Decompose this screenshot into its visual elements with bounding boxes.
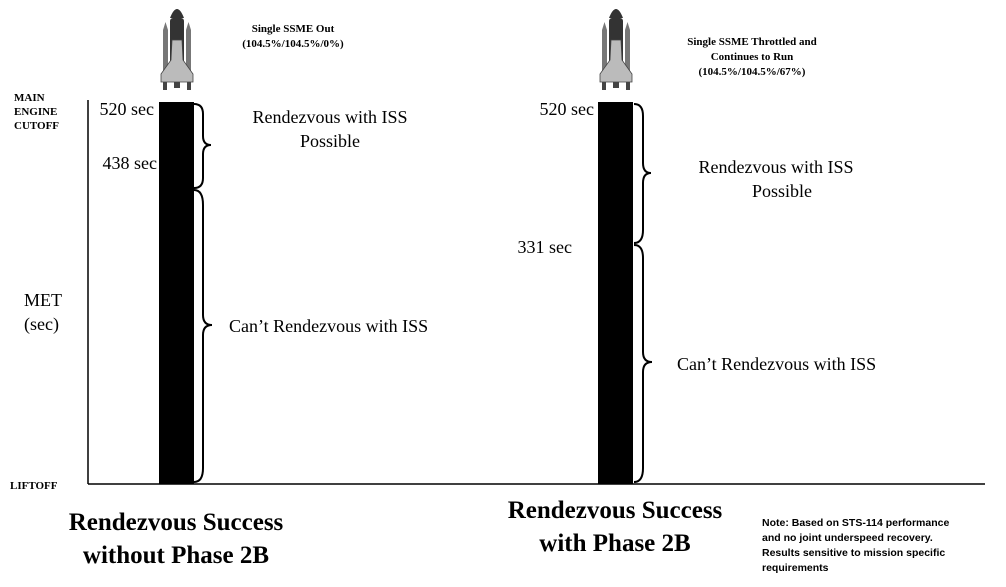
split-time: 438 sec [103,153,157,173]
axis-top-label: ENGINE [14,106,57,118]
brace [634,104,651,243]
zone-label: Can’t Rendezvous with ISS [229,316,428,336]
zone-label: Possible [300,131,360,151]
brace [194,190,212,482]
note: requirements [762,562,829,574]
zone-label: Possible [752,181,812,201]
engine-label: (104.5%/104.5%/67%) [699,66,806,78]
zone-label: Rendezvous with ISS [253,107,408,127]
split-time: 331 sec [518,237,572,257]
caption: with Phase 2B [539,530,690,557]
diagram: MAIN ENGINE CUTOFF MET (sec) LIFTOFF Sin… [0,0,1006,587]
axis-top-label: CUTOFF [14,120,59,132]
met-label: MET [24,290,62,310]
engine-label: (104.5%/104.5%/0%) [242,38,344,50]
zone-label: Can’t Rendezvous with ISS [677,354,876,374]
brace [634,245,652,482]
note: Results sensitive to mission specific [762,547,945,559]
note: and no joint underspeed recovery. [762,532,933,544]
shuttle-icon [161,9,193,90]
brace [194,104,211,188]
met-bar [159,102,194,484]
note: Note: Based on STS-114 performance [762,517,949,529]
met-bar [598,102,633,484]
engine-label: Single SSME Throttled and [687,36,817,48]
engine-label: Single SSME Out [252,23,335,35]
met-label: (sec) [24,314,59,335]
liftoff-label: LIFTOFF [10,480,58,492]
top-time: 520 sec [540,99,594,119]
caption: Rendezvous Success [508,497,723,524]
engine-label: Continues to Run [711,51,794,63]
top-time: 520 sec [100,99,154,119]
caption: Rendezvous Success [69,509,284,536]
axis-top-label: MAIN [14,92,45,104]
zone-label: Rendezvous with ISS [699,157,854,177]
caption: without Phase 2B [83,542,269,569]
shuttle-icon [600,9,632,90]
